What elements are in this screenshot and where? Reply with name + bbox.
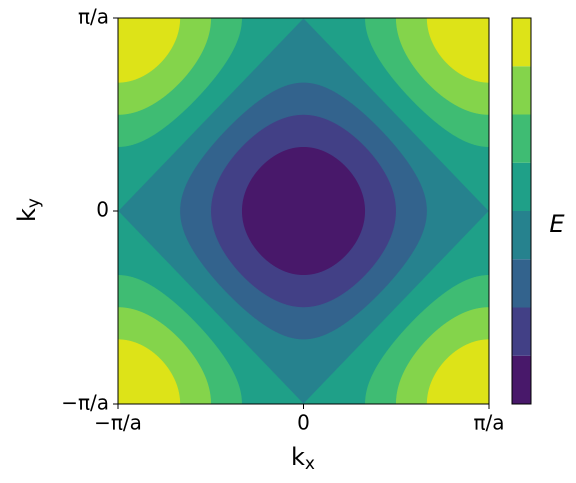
contour-band — [118, 18, 489, 404]
colorbar-band — [512, 307, 531, 356]
colorbar-band — [512, 211, 531, 260]
colorbar-band — [512, 18, 531, 67]
colorbar-band — [512, 66, 531, 115]
x-label-base: k — [291, 443, 305, 471]
x-label-sub: x — [305, 454, 315, 474]
colorbar-band — [512, 162, 531, 211]
y-label-sub: y — [24, 198, 44, 208]
colorbar-band — [512, 114, 531, 163]
y-label-base: k — [13, 208, 41, 222]
contour-area — [118, 18, 489, 404]
x-tick-label: 0 — [297, 411, 310, 435]
y-axis-label: ky — [13, 198, 44, 222]
colorbar-label: E — [549, 210, 565, 238]
contour-band — [118, 18, 489, 404]
y-tick-label: −π/a — [61, 391, 109, 415]
y-tick-label: 0 — [96, 198, 109, 222]
x-tick-label: π/a — [473, 411, 504, 435]
colorbar-band — [512, 259, 531, 308]
colorbar-band — [512, 355, 531, 404]
x-tick-label: −π/a — [94, 411, 142, 435]
colorbar — [512, 18, 531, 404]
colorbar-frame — [511, 17, 532, 405]
y-tick-label: π/a — [78, 5, 109, 29]
x-axis-label: kx — [291, 443, 315, 474]
